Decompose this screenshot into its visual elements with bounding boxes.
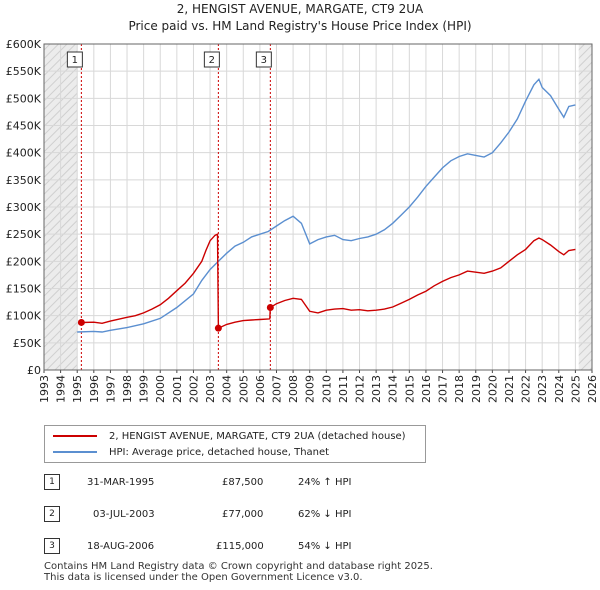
x-tick-label: 2000 [154,375,167,403]
sale-date: 03-JUL-2003 [93,509,155,520]
x-tick-label: 2017 [437,375,450,403]
sale-price: £87,500 [222,477,263,488]
x-tick-label: 2009 [304,375,317,403]
x-tick-label: 2005 [237,375,250,403]
x-tick-label: 2020 [486,375,499,403]
x-tick-label: 2025 [569,375,582,403]
y-tick-label: £550K [6,65,42,78]
sale-label-number: 1 [72,55,78,66]
y-tick-label: £400K [6,147,42,160]
legend-swatch-property [53,435,97,437]
x-tick-label: 1994 [55,375,68,403]
sale-point [78,319,85,326]
x-tick-label: 2010 [320,375,333,403]
x-tick-label: 2012 [354,375,367,403]
y-tick-label: £300K [6,201,42,214]
sale-price: £115,000 [216,541,264,552]
footer-license: This data is licensed under the Open Gov… [44,572,433,583]
x-tick-label: 2021 [503,375,516,403]
x-tick-label: 1993 [38,375,51,403]
x-tick-label: 2023 [536,375,549,403]
y-tick-label: £250K [6,228,42,241]
sale-hpi-diff: 24% ↑ HPI [298,477,351,488]
footer-copyright: Contains HM Land Registry data © Crown c… [44,561,433,572]
legend-swatch-hpi [53,451,97,453]
legend-item-property: 2, HENGIST AVENUE, MARGATE, CT9 2UA (det… [53,429,406,443]
x-tick-label: 2018 [453,375,466,403]
x-tick-label: 2016 [420,375,433,403]
x-tick-label: 2014 [387,375,400,403]
x-tick-label: 2007 [270,375,283,403]
footer: Contains HM Land Registry data © Crown c… [44,561,433,583]
sale-date: 31-MAR-1995 [87,477,154,488]
sale-number-badge: 1 [44,474,60,490]
sale-number-badge: 3 [44,538,60,554]
sale-point [215,325,222,332]
y-tick-label: £500K [6,92,42,105]
legend-label-hpi: HPI: Average price, detached house, Than… [109,447,329,458]
y-tick-label: £150K [6,283,42,296]
x-tick-label: 2019 [470,375,483,403]
x-tick-label: 2006 [254,375,267,403]
x-tick-label: 2003 [204,375,217,403]
x-tick-label: 2002 [187,375,200,403]
legend-label-property: 2, HENGIST AVENUE, MARGATE, CT9 2UA (det… [109,431,406,442]
x-tick-label: 2001 [171,375,184,403]
sale-number-badge: 2 [44,506,60,522]
legend: 2, HENGIST AVENUE, MARGATE, CT9 2UA (det… [44,425,426,463]
sale-label-number: 2 [209,55,215,66]
y-tick-label: £600K [6,38,42,51]
x-tick-label: 2011 [337,375,350,403]
table-row: 3 18-AUG-2006 £115,000 54% ↓ HPI [44,538,384,556]
sale-price: £77,000 [222,509,263,520]
y-tick-label: £200K [6,255,42,268]
x-tick-label: 1996 [88,375,101,403]
x-tick-label: 2004 [221,375,234,403]
sale-label-number: 3 [261,55,267,66]
x-tick-label: 2008 [287,375,300,403]
x-tick-label: 1998 [121,375,134,403]
x-tick-label: 2013 [370,375,383,403]
table-row: 1 31-MAR-1995 £87,500 24% ↑ HPI [44,474,384,492]
price-chart: £0£50K£100K£150K£200K£250K£300K£350K£400… [0,0,600,420]
x-tick-label: 2015 [403,375,416,403]
sale-point [267,304,274,311]
sale-hpi-diff: 54% ↓ HPI [298,541,351,552]
x-tick-label: 2026 [586,375,599,403]
sale-date: 18-AUG-2006 [87,541,154,552]
y-tick-label: £350K [6,174,42,187]
y-tick-label: £450K [6,120,42,133]
x-tick-label: 1997 [104,375,117,403]
x-tick-label: 2024 [553,375,566,403]
y-tick-label: £50K [13,337,42,350]
x-tick-label: 2022 [520,375,533,403]
y-tick-label: £100K [6,310,42,323]
legend-item-hpi: HPI: Average price, detached house, Than… [53,445,329,459]
sale-hpi-diff: 62% ↓ HPI [298,509,351,520]
x-tick-label: 1999 [138,375,151,403]
table-row: 2 03-JUL-2003 £77,000 62% ↓ HPI [44,506,384,524]
x-tick-label: 1995 [71,375,84,403]
